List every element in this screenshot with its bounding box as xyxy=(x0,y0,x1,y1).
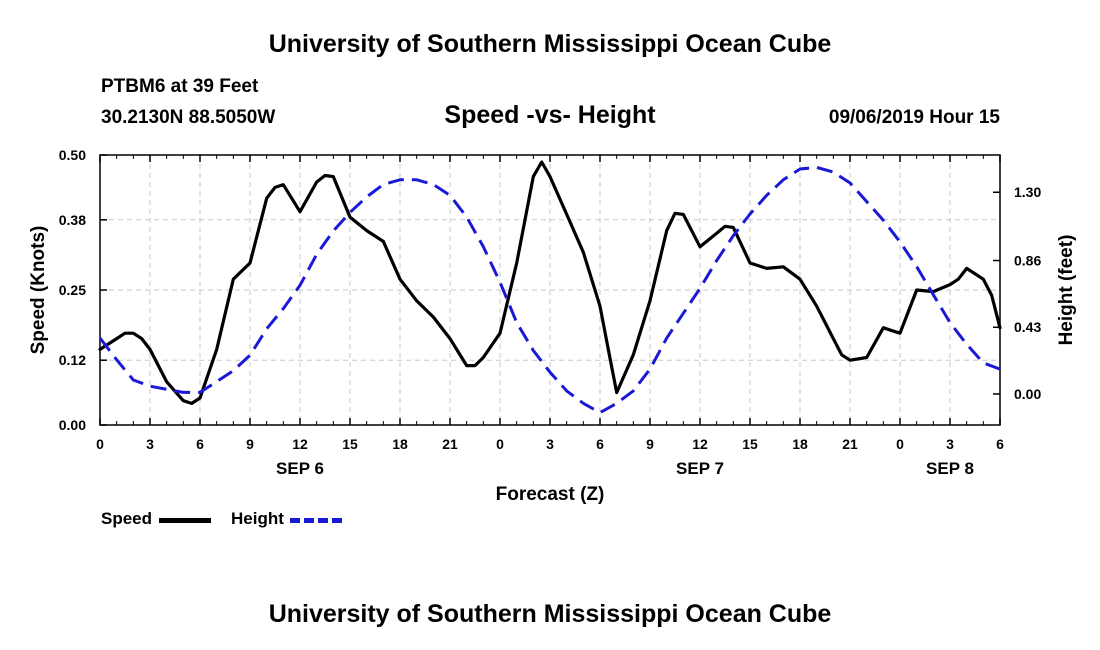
x-tick-label: 9 xyxy=(646,436,654,452)
legend-height-swatch xyxy=(290,518,342,523)
x-tick-label: 15 xyxy=(342,436,358,452)
x-tick-label: 12 xyxy=(692,436,708,452)
forecast-timestamp: 09/06/2019 Hour 15 xyxy=(828,107,1000,128)
x-tick-label: 0 xyxy=(496,436,504,452)
x-tick-label: 21 xyxy=(442,436,458,452)
page-title: University of Southern Mississippi Ocean… xyxy=(268,30,832,58)
x-tick-label: 6 xyxy=(996,436,1004,452)
x-tick-label: 18 xyxy=(792,436,808,452)
y-tick-label: 0.38 xyxy=(59,212,86,228)
x-date-label: SEP 7 xyxy=(676,459,724,478)
station-label: PTBM6 at 39 Feet xyxy=(101,76,259,97)
legend-height-label: Height xyxy=(231,509,284,528)
y2-tick-label: 0.86 xyxy=(1014,253,1041,269)
series-line-speed xyxy=(98,160,1002,405)
y2-tick-label: 1.30 xyxy=(1014,184,1041,200)
x-date-label: SEP 6 xyxy=(276,459,324,478)
y-tick-label: 0.50 xyxy=(59,147,86,163)
y-axis-title: Speed (Knots) xyxy=(28,226,49,355)
y2-tick-label: 0.43 xyxy=(1014,319,1041,335)
x-date-label: SEP 8 xyxy=(926,459,974,478)
station-coordinates: 30.2130N 88.5050W xyxy=(101,107,276,128)
x-tick-label: 0 xyxy=(96,436,104,452)
y-tick-label: 0.12 xyxy=(59,352,86,368)
x-tick-label: 6 xyxy=(596,436,604,452)
x-tick-label: 12 xyxy=(292,436,308,452)
x-tick-label: 18 xyxy=(392,436,408,452)
x-tick-label: 3 xyxy=(146,436,154,452)
legend-speed-swatch xyxy=(159,518,211,523)
footer-title: University of Southern Mississippi Ocean… xyxy=(268,600,832,628)
legend-speed-label: Speed xyxy=(101,509,153,528)
x-tick-label: 9 xyxy=(246,436,254,452)
x-axis-title: Forecast (Z) xyxy=(496,484,605,505)
series-line-height xyxy=(98,165,1001,415)
y-tick-label: 0.25 xyxy=(59,282,86,298)
chart-title: Speed -vs- Height xyxy=(444,101,656,129)
y-tick-label: 0.00 xyxy=(59,417,86,433)
x-tick-label: 6 xyxy=(196,436,204,452)
y2-tick-label: 0.00 xyxy=(1014,386,1041,402)
x-tick-label: 3 xyxy=(946,436,954,452)
x-tick-label: 15 xyxy=(742,436,758,452)
y2-axis-title: Height (feet) xyxy=(1056,235,1077,346)
x-tick-label: 21 xyxy=(842,436,858,452)
x-tick-label: 0 xyxy=(896,436,904,452)
x-tick-label: 3 xyxy=(546,436,554,452)
